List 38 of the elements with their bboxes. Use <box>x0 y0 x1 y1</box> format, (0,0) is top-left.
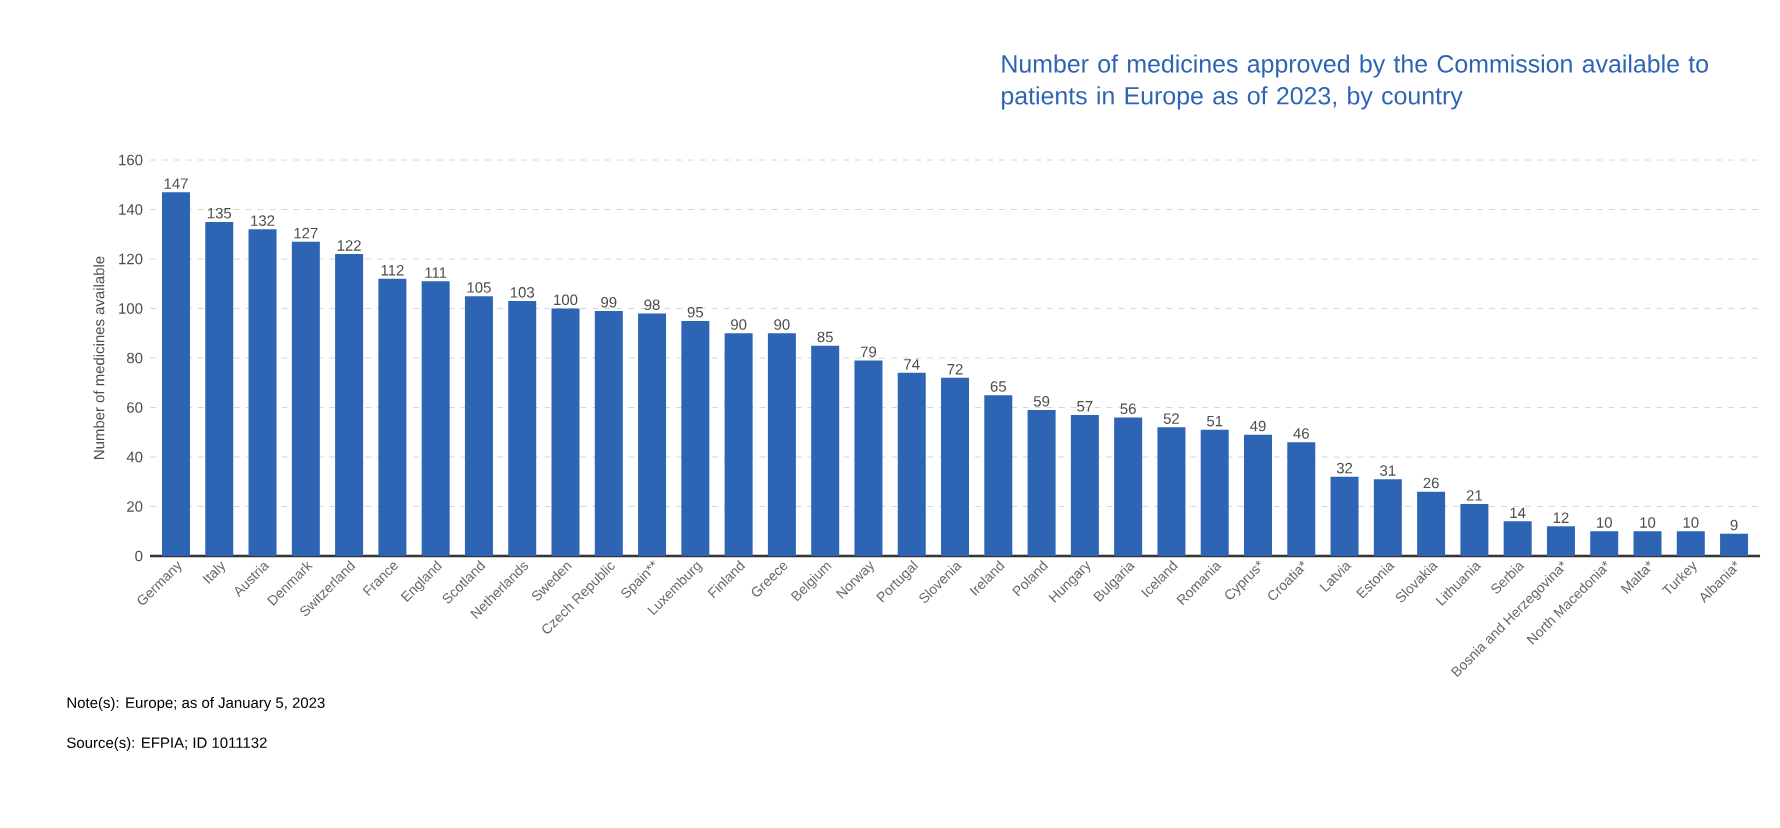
bar <box>1633 531 1662 556</box>
bar <box>1027 409 1056 556</box>
bar <box>1287 442 1316 556</box>
bar <box>1373 479 1402 556</box>
bar <box>378 278 407 556</box>
bar <box>984 395 1013 556</box>
bar <box>464 296 493 556</box>
bar <box>897 372 926 556</box>
bar <box>854 360 883 556</box>
bar <box>941 377 970 556</box>
bar <box>1503 521 1532 556</box>
bar <box>1590 531 1619 556</box>
bar <box>1114 417 1143 556</box>
bar <box>767 333 796 556</box>
bar <box>161 192 190 556</box>
bar <box>508 301 537 556</box>
bar <box>1070 414 1099 556</box>
bar <box>594 310 623 556</box>
bar <box>724 333 753 556</box>
bar <box>551 308 580 556</box>
bar <box>1676 531 1705 556</box>
bar <box>811 345 840 556</box>
bar <box>248 229 277 556</box>
bar <box>291 241 320 556</box>
bar <box>1157 427 1186 556</box>
bar <box>681 320 710 556</box>
bar <box>638 313 667 556</box>
bar <box>1200 429 1229 556</box>
bar <box>1546 526 1575 556</box>
bar <box>1243 434 1272 556</box>
bar <box>205 221 234 556</box>
bar <box>1417 491 1446 556</box>
bar <box>335 254 364 556</box>
bar <box>421 281 450 556</box>
bar <box>1460 504 1489 556</box>
bar <box>1720 533 1749 556</box>
bar <box>1330 476 1359 556</box>
chart-title: Number of medicines approved by the Commission available to patients in Europe as of 2023, by country <box>1002 54 1709 110</box>
